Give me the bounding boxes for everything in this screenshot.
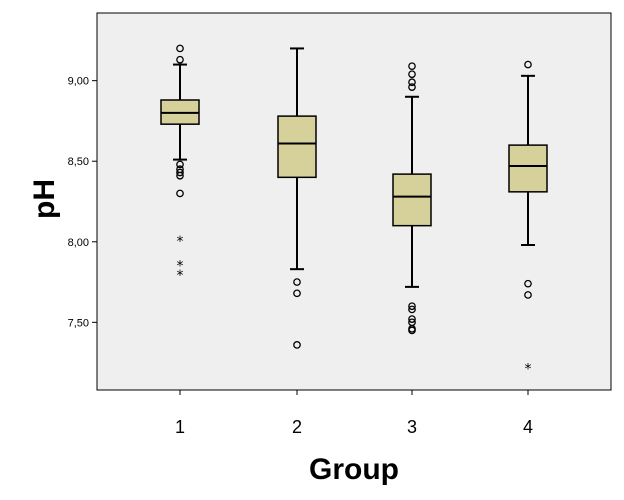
outlier-point: [408, 326, 416, 335]
box-group-1: ***: [160, 44, 200, 284]
y-tick-label: 7,50: [68, 317, 89, 329]
box-iqr: [277, 115, 317, 179]
outlier-point: [408, 315, 416, 323]
box-iqr: [392, 173, 432, 227]
x-tick-label: 4: [523, 417, 533, 437]
outlier-point: [176, 168, 184, 177]
x-tick-label: 1: [175, 417, 185, 437]
y-tick-label: 8,50: [68, 156, 89, 168]
box-iqr: [508, 144, 548, 193]
extreme-point: *: [177, 234, 184, 250]
extreme-point: *: [177, 258, 184, 274]
box-series: ****: [160, 44, 548, 377]
outlier-point: [408, 70, 416, 79]
extreme-point: *: [525, 361, 532, 377]
extreme-point: *: [177, 268, 184, 284]
outlier-point: [176, 189, 184, 198]
outlier-point: [408, 78, 416, 87]
y-tick-label: 8,00: [68, 237, 89, 249]
outlier-point: [176, 171, 184, 180]
outlier-point: [408, 302, 416, 311]
x-tick-label: 3: [407, 417, 417, 437]
outlier-point: [293, 278, 301, 286]
y-axis: 7,50 8,00 8,50 9,00: [68, 76, 97, 329]
outlier-point: [176, 44, 184, 53]
outlier-point: [408, 62, 416, 71]
outlier-point: [408, 83, 416, 91]
plot-area: [96, 12, 612, 391]
outlier-point: [293, 289, 301, 298]
box-group-3: [392, 62, 432, 335]
outlier-point: [524, 291, 532, 299]
outlier-point: [524, 279, 532, 288]
outlier-point: [293, 341, 301, 349]
outlier-point: [176, 160, 184, 169]
box-group-2: [277, 47, 317, 349]
y-axis-title: pH: [28, 179, 61, 219]
outlier-point: [176, 55, 184, 64]
x-tick-label: 2: [292, 417, 302, 437]
x-axis-title: Group: [309, 453, 399, 486]
y-tick-label: 9,00: [68, 76, 89, 88]
box-group-4: *: [508, 60, 548, 377]
outlier-point: [408, 305, 416, 314]
x-axis: 1 2 3 4: [175, 390, 533, 437]
outlier-point: [524, 60, 532, 69]
